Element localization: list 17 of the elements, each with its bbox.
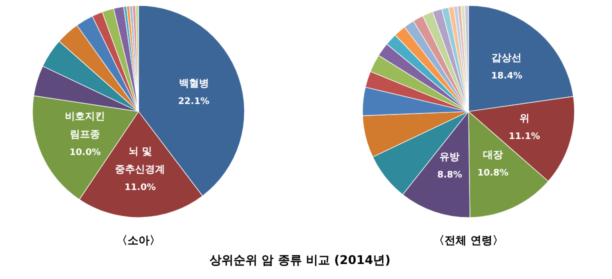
slice-label: 뇌 및 중추신경계: [115, 146, 166, 176]
data-label: 10.0%: [70, 148, 101, 158]
data-label: 18.4%: [491, 71, 522, 82]
text: 〈전체 연령〉: [434, 234, 504, 247]
slice-label: 유방: [440, 152, 460, 164]
data-label: 10.8%: [477, 168, 509, 178]
data-label: 11.1%: [508, 132, 540, 142]
data-label: 8.8%: [437, 170, 462, 181]
data-label: 22.1%: [178, 96, 210, 107]
slice-label: 비호지킨 림프종: [65, 111, 106, 140]
slice-label: 위: [519, 114, 530, 125]
text: 〈소아〉: [116, 234, 160, 247]
slice-label: 대장: [482, 150, 503, 161]
text: 상위순위 암 종류 비교 (2014년): [209, 252, 391, 269]
slice-label: 백혈병: [178, 78, 209, 90]
data-label: 11.0%: [124, 182, 156, 193]
slice-label: 갑상선: [492, 52, 522, 64]
